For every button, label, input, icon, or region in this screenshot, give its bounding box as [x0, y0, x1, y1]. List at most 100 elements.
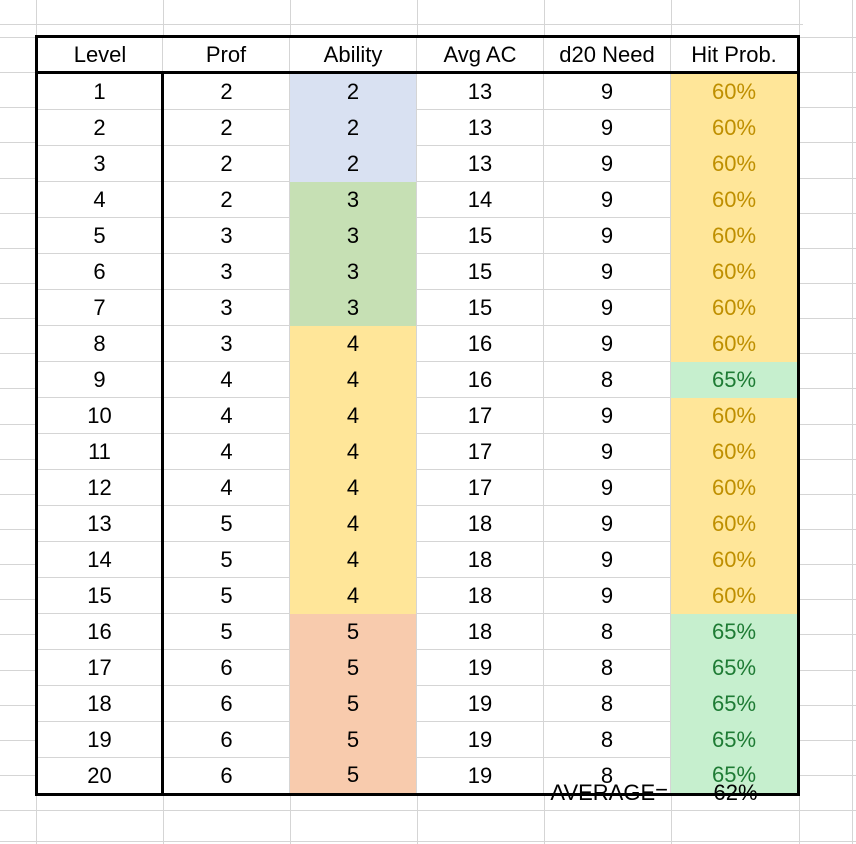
cell-avg-ac-8[interactable]: 16 — [416, 325, 544, 362]
cell-level-4[interactable]: 4 — [36, 181, 164, 218]
cell-d20-need-13[interactable]: 9 — [543, 505, 671, 542]
cell-level-9[interactable]: 9 — [36, 361, 164, 398]
cell-d20-need-10[interactable]: 9 — [543, 397, 671, 434]
cell-hit-prob-11[interactable]: 60% — [670, 433, 799, 470]
cell-hit-prob-13[interactable]: 60% — [670, 505, 799, 542]
cell-d20-need-11[interactable]: 9 — [543, 433, 671, 470]
cell-prof-6[interactable]: 3 — [162, 253, 290, 290]
cell-prof-5[interactable]: 3 — [162, 217, 290, 254]
cell-hit-prob-6[interactable]: 60% — [670, 253, 799, 290]
cell-ability-14[interactable]: 4 — [289, 541, 417, 578]
cell-level-12[interactable]: 12 — [36, 469, 164, 506]
cell-prof-18[interactable]: 6 — [162, 685, 290, 722]
cell-d20-need-1[interactable]: 9 — [543, 72, 671, 110]
cell-level-18[interactable]: 18 — [36, 685, 164, 722]
cell-avg-ac-18[interactable]: 19 — [416, 685, 544, 722]
cell-hit-prob-17[interactable]: 65% — [670, 649, 799, 686]
cell-avg-ac-12[interactable]: 17 — [416, 469, 544, 506]
cell-level-10[interactable]: 10 — [36, 397, 164, 434]
cell-avg-ac-4[interactable]: 14 — [416, 181, 544, 218]
cell-ability-5[interactable]: 3 — [289, 217, 417, 254]
cell-level-14[interactable]: 14 — [36, 541, 164, 578]
cell-avg-ac-3[interactable]: 13 — [416, 145, 544, 182]
cell-d20-need-19[interactable]: 8 — [543, 721, 671, 758]
cell-hit-prob-9[interactable]: 65% — [670, 361, 799, 398]
cell-prof-1[interactable]: 2 — [162, 72, 290, 110]
cell-prof-8[interactable]: 3 — [162, 325, 290, 362]
cell-avg-ac-1[interactable]: 13 — [416, 72, 544, 110]
cell-prof-4[interactable]: 2 — [162, 181, 290, 218]
header-prof[interactable]: Prof — [162, 36, 290, 74]
cell-ability-13[interactable]: 4 — [289, 505, 417, 542]
cell-avg-ac-10[interactable]: 17 — [416, 397, 544, 434]
cell-d20-need-8[interactable]: 9 — [543, 325, 671, 362]
cell-d20-need-5[interactable]: 9 — [543, 217, 671, 254]
cell-hit-prob-8[interactable]: 60% — [670, 325, 799, 362]
cell-prof-12[interactable]: 4 — [162, 469, 290, 506]
average-value-cell[interactable]: 62% — [713, 780, 758, 805]
cell-ability-19[interactable]: 5 — [289, 721, 417, 758]
cell-avg-ac-15[interactable]: 18 — [416, 577, 544, 614]
cell-d20-need-15[interactable]: 9 — [543, 577, 671, 614]
cell-hit-prob-14[interactable]: 60% — [670, 541, 799, 578]
cell-level-20[interactable]: 20 — [36, 757, 164, 795]
cell-avg-ac-17[interactable]: 19 — [416, 649, 544, 686]
cell-level-1[interactable]: 1 — [36, 72, 164, 110]
cell-ability-2[interactable]: 2 — [289, 109, 417, 146]
header-d20-need[interactable]: d20 Need — [543, 36, 671, 74]
cell-avg-ac-7[interactable]: 15 — [416, 289, 544, 326]
cell-d20-need-9[interactable]: 8 — [543, 361, 671, 398]
average-label-cell[interactable]: AVERAGE= — [550, 780, 668, 805]
cell-hit-prob-20[interactable]: 65% — [670, 757, 799, 795]
cell-ability-17[interactable]: 5 — [289, 649, 417, 686]
cell-avg-ac-6[interactable]: 15 — [416, 253, 544, 290]
cell-avg-ac-16[interactable]: 18 — [416, 613, 544, 650]
cell-prof-10[interactable]: 4 — [162, 397, 290, 434]
cell-level-7[interactable]: 7 — [36, 289, 164, 326]
cell-hit-prob-7[interactable]: 60% — [670, 289, 799, 326]
cell-ability-1[interactable]: 2 — [289, 72, 417, 110]
cell-ability-12[interactable]: 4 — [289, 469, 417, 506]
cell-d20-need-4[interactable]: 9 — [543, 181, 671, 218]
cell-prof-9[interactable]: 4 — [162, 361, 290, 398]
cell-prof-15[interactable]: 5 — [162, 577, 290, 614]
cell-avg-ac-5[interactable]: 15 — [416, 217, 544, 254]
cell-level-6[interactable]: 6 — [36, 253, 164, 290]
cell-d20-need-12[interactable]: 9 — [543, 469, 671, 506]
cell-prof-7[interactable]: 3 — [162, 289, 290, 326]
cell-ability-3[interactable]: 2 — [289, 145, 417, 182]
cell-level-15[interactable]: 15 — [36, 577, 164, 614]
cell-hit-prob-2[interactable]: 60% — [670, 109, 799, 146]
cell-avg-ac-13[interactable]: 18 — [416, 505, 544, 542]
cell-avg-ac-19[interactable]: 19 — [416, 721, 544, 758]
cell-hit-prob-15[interactable]: 60% — [670, 577, 799, 614]
cell-d20-need-16[interactable]: 8 — [543, 613, 671, 650]
cell-prof-11[interactable]: 4 — [162, 433, 290, 470]
cell-ability-11[interactable]: 4 — [289, 433, 417, 470]
cell-prof-13[interactable]: 5 — [162, 505, 290, 542]
cell-avg-ac-14[interactable]: 18 — [416, 541, 544, 578]
cell-ability-4[interactable]: 3 — [289, 181, 417, 218]
cell-ability-8[interactable]: 4 — [289, 325, 417, 362]
cell-d20-need-7[interactable]: 9 — [543, 289, 671, 326]
cell-ability-6[interactable]: 3 — [289, 253, 417, 290]
cell-hit-prob-18[interactable]: 65% — [670, 685, 799, 722]
cell-ability-7[interactable]: 3 — [289, 289, 417, 326]
cell-level-16[interactable]: 16 — [36, 613, 164, 650]
cell-prof-16[interactable]: 5 — [162, 613, 290, 650]
cell-avg-ac-11[interactable]: 17 — [416, 433, 544, 470]
cell-hit-prob-1[interactable]: 60% — [670, 72, 799, 110]
cell-level-17[interactable]: 17 — [36, 649, 164, 686]
cell-hit-prob-12[interactable]: 60% — [670, 469, 799, 506]
cell-level-3[interactable]: 3 — [36, 145, 164, 182]
cell-d20-need-2[interactable]: 9 — [543, 109, 671, 146]
cell-d20-need-3[interactable]: 9 — [543, 145, 671, 182]
cell-prof-17[interactable]: 6 — [162, 649, 290, 686]
cell-prof-20[interactable]: 6 — [162, 757, 290, 795]
cell-hit-prob-3[interactable]: 60% — [670, 145, 799, 182]
cell-d20-need-6[interactable]: 9 — [543, 253, 671, 290]
cell-prof-2[interactable]: 2 — [162, 109, 290, 146]
header-level[interactable]: Level — [36, 36, 163, 74]
cell-d20-need-14[interactable]: 9 — [543, 541, 671, 578]
cell-ability-10[interactable]: 4 — [289, 397, 417, 434]
